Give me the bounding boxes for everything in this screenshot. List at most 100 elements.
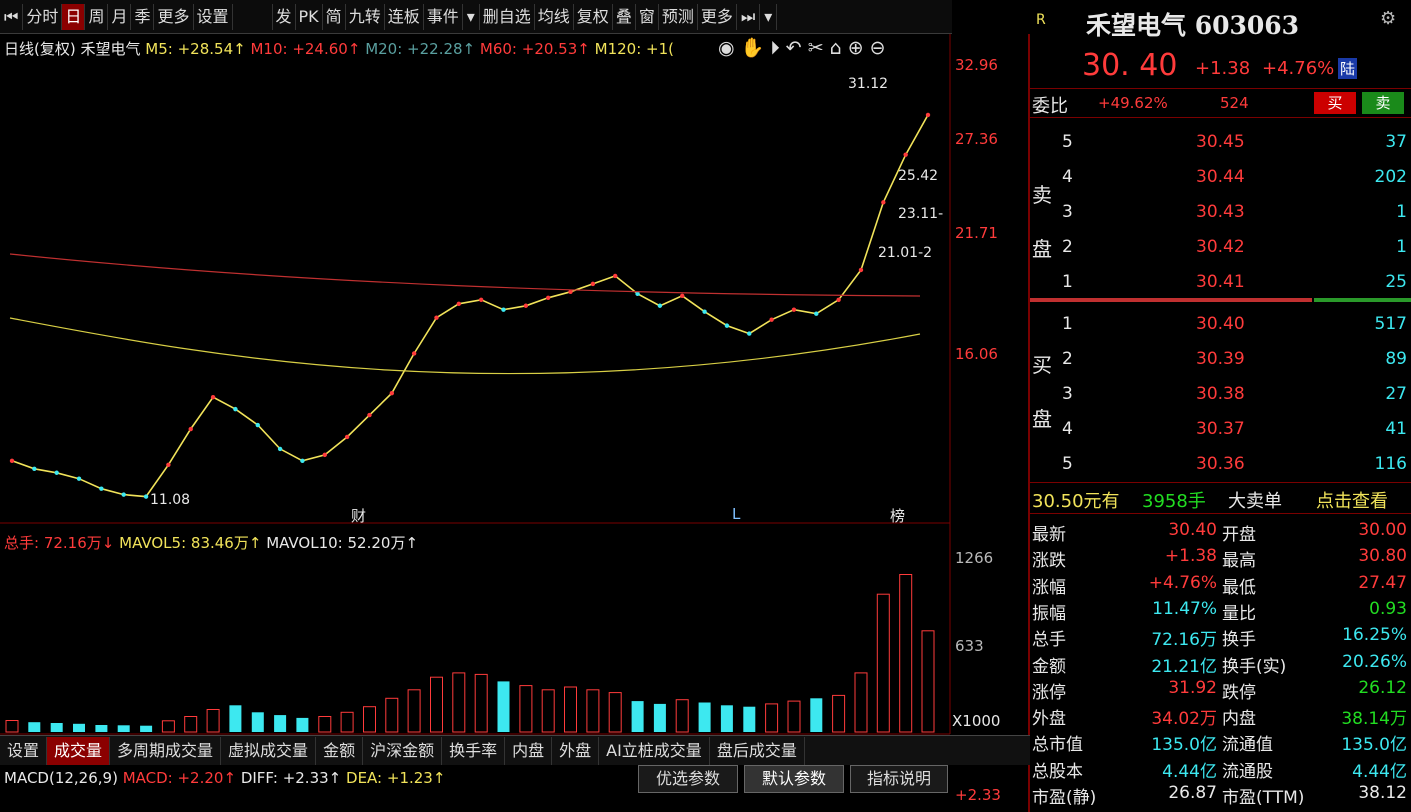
price-point	[657, 303, 663, 308]
volume-bar	[675, 699, 689, 733]
tab-settings[interactable]: 设置	[0, 736, 48, 765]
vol-unit: X1000	[952, 712, 1001, 730]
price-point	[344, 434, 350, 440]
tab-week[interactable]: 周	[85, 3, 109, 30]
tab-season[interactable]: 季	[131, 3, 155, 30]
overlay-button[interactable]: 叠	[613, 3, 636, 30]
ask-price: 30.42	[1196, 237, 1245, 257]
low-label: 11.08	[150, 492, 191, 508]
hand-icon[interactable]: ✋	[740, 37, 771, 59]
finance-marker[interactable]: 财	[351, 507, 367, 525]
buy-side-label: 买盘	[1032, 353, 1052, 431]
zoom-out-icon[interactable]: ⊖	[869, 37, 892, 59]
volume-bar	[921, 630, 935, 733]
default-params-button[interactable]: 默认参数	[744, 765, 844, 793]
undo-icon[interactable]: ↶	[785, 37, 808, 59]
buy-button[interactable]: 买	[1314, 92, 1356, 114]
volume-bar	[810, 698, 823, 732]
price-tick-1: 32.96	[955, 56, 998, 74]
play-icon[interactable]: ⏵	[770, 37, 786, 59]
tab-turnover[interactable]: 换手率	[442, 736, 506, 765]
tab-amount[interactable]: 金额	[316, 736, 364, 765]
window-button[interactable]: 窗	[636, 3, 659, 30]
adjust-button[interactable]: 复权	[574, 3, 613, 30]
scissors-icon[interactable]: ✂	[807, 37, 830, 59]
tab-inner[interactable]: 内盘	[505, 736, 553, 765]
tab-more-period[interactable]: 更多	[154, 3, 194, 30]
tab-hs-amount[interactable]: 沪深金额	[363, 736, 443, 765]
sell-strength-bar	[1030, 298, 1312, 302]
ask-row: 4 30.44 202	[1060, 161, 1411, 195]
stat-value-left: 11.47%	[1152, 598, 1217, 619]
forecast-button[interactable]: 预测	[659, 3, 698, 30]
volume-bar	[28, 722, 41, 732]
simple-button[interactable]: 简	[323, 3, 346, 30]
forward-icon[interactable]: ⏭	[737, 3, 761, 30]
remove-favorite-button[interactable]: 删自选	[480, 3, 535, 30]
tab-day[interactable]: 日	[62, 3, 86, 30]
macd-header: MACD(12,26,9) MACD: +2.20↑ DIFF: +2.33↑ …	[4, 769, 445, 787]
volume-header: 总手: 72.16万↓ MAVOL5: 83.46万↑ MAVOL10: 52.…	[4, 532, 418, 553]
eye-icon[interactable]: ◉	[718, 37, 741, 59]
indicator-help-button[interactable]: 指标说明	[850, 765, 948, 793]
volume-bar	[385, 697, 399, 733]
event-button[interactable]: 事件	[424, 3, 463, 30]
bid-level: 2	[1062, 349, 1073, 369]
stat-row: 涨停 31.92 跌停 26.12	[1030, 676, 1411, 703]
volume-bar	[229, 705, 242, 732]
fa-button[interactable]: 发	[273, 3, 296, 30]
ask-price: 30.45	[1196, 132, 1245, 152]
tab-fenshi[interactable]: 分时	[23, 3, 63, 30]
stat-row: 振幅 11.47% 量比 0.93	[1030, 597, 1411, 624]
chart-svg	[0, 34, 951, 735]
tab-volume[interactable]: 成交量	[47, 736, 111, 765]
volume-bar	[765, 703, 779, 733]
tab-month[interactable]: 月	[108, 3, 132, 30]
stat-value-right: 38.12	[1358, 783, 1407, 803]
r-badge: R	[1036, 12, 1046, 28]
level-3-label: 21.01-2	[878, 245, 933, 261]
volume-mavol5: MAVOL5: 83.46万↑	[119, 534, 262, 552]
gear-icon[interactable]: ⚙	[1380, 8, 1397, 29]
quote-panel: R 禾望电气 603063 ⚙ 30. 40 +1.38 +4.76% 陆 委比…	[1030, 0, 1411, 812]
tab-multi-period-volume[interactable]: 多周期成交量	[110, 736, 222, 765]
stat-value-right: 30.80	[1358, 546, 1407, 567]
sell-button[interactable]: 卖	[1362, 92, 1404, 114]
settings-button[interactable]: 设置	[194, 3, 233, 30]
lock-icon[interactable]: ⌂	[829, 37, 848, 59]
tab-ai-volume[interactable]: AI立桩成交量	[599, 736, 710, 765]
dropdown-icon[interactable]: ▾	[463, 3, 480, 30]
l-marker[interactable]: L	[732, 505, 741, 523]
ma120-value: M120: +1(	[594, 40, 674, 58]
rank-marker[interactable]: 榜	[890, 507, 906, 525]
price-point	[925, 112, 931, 118]
price-point	[456, 301, 462, 306]
stat-value-right: 38.14万	[1341, 709, 1407, 730]
bid-volume: 517	[1374, 314, 1407, 334]
stat-label-left: 外盘	[1032, 709, 1066, 730]
pk-button[interactable]: PK	[296, 3, 323, 30]
tab-virtual-volume[interactable]: 虚拟成交量	[221, 736, 317, 765]
dropdown-icon-2[interactable]: ▾	[760, 3, 778, 30]
indicator-tabs: 设置 成交量 多周期成交量 虚拟成交量 金额 沪深金额 换手率 内盘 外盘 AI…	[0, 735, 1030, 765]
stat-row: 总手 72.16万 换手 16.25%	[1030, 623, 1411, 651]
ma-button[interactable]: 均线	[535, 3, 574, 30]
jiuzhuan-button[interactable]: 九转	[346, 3, 385, 30]
optimal-params-button[interactable]: 优选参数	[638, 765, 738, 793]
more-button[interactable]: 更多	[698, 3, 737, 30]
zoom-in-icon[interactable]: ⊕	[847, 37, 870, 59]
stat-label-left: 总手	[1032, 630, 1066, 651]
volume-mavol10: MAVOL10: 52.20万↑	[266, 534, 419, 552]
price-point	[210, 395, 216, 400]
period-label: 日线(复权)	[4, 40, 76, 58]
volume-bar	[519, 685, 533, 733]
macd-tick: +2.33	[955, 786, 1001, 804]
stat-label-right: 换手(实)	[1222, 656, 1287, 677]
back-icon[interactable]: ⏮	[0, 3, 24, 30]
volume-bar	[474, 673, 488, 733]
big-order-link[interactable]: 点击查看	[1316, 491, 1388, 512]
ask-level: 5	[1062, 132, 1073, 152]
tab-outer[interactable]: 外盘	[552, 736, 600, 765]
tab-after-hours-volume[interactable]: 盘后成交量	[710, 736, 805, 765]
lianban-button[interactable]: 连板	[385, 3, 424, 30]
